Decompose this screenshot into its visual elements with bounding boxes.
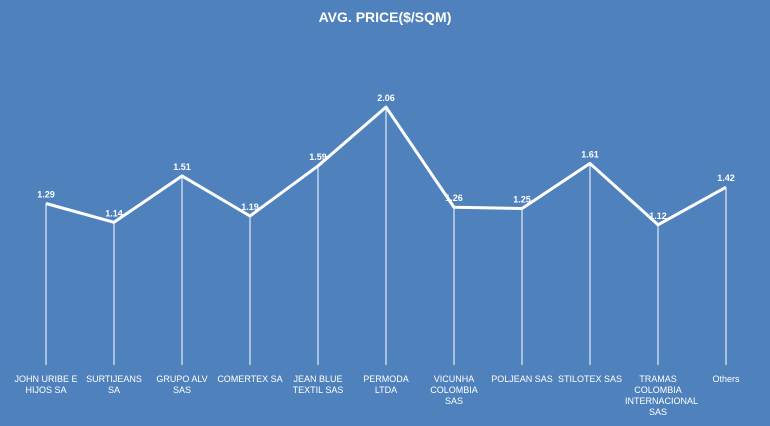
data-label: 1.14 <box>105 208 123 218</box>
x-tick-label: STILOTEX SAS <box>557 374 623 384</box>
data-label: 1.59 <box>309 152 327 162</box>
x-tick-label: JOHN URIBE E HIJOS SA <box>14 374 78 395</box>
x-tick-label: VICUNHA COLOMBIA SAS <box>430 374 478 406</box>
x-tick-label: Others <box>712 374 740 384</box>
chart-title: AVG. PRICE($/SQM) <box>319 9 452 25</box>
data-label: 1.12 <box>649 211 667 221</box>
data-label: 2.06 <box>377 93 395 103</box>
data-label: 1.25 <box>513 195 531 205</box>
x-tick-label: POLJEAN SAS <box>491 374 553 384</box>
x-tick-label: SURTIJEANS SA <box>86 374 142 395</box>
data-label: 1.42 <box>717 173 735 183</box>
x-tick-label: GRUPO ALV SAS <box>156 374 208 395</box>
x-tick-label: COMERTEX SA <box>217 374 283 384</box>
data-label: 1.29 <box>37 189 55 199</box>
data-label: 1.61 <box>581 149 599 159</box>
line <box>45 105 727 227</box>
x-tick-label: PERMODA LTDA <box>363 374 409 395</box>
data-label: 1.19 <box>241 202 259 212</box>
x-tick-label: TRAMAS COLOMBIA INTERNACIONAL SAS <box>625 374 699 417</box>
data-label: 1.51 <box>173 162 191 172</box>
x-tick-label: JEAN BLUE TEXTIL SAS <box>292 374 344 395</box>
data-label: 1.26 <box>445 193 463 203</box>
